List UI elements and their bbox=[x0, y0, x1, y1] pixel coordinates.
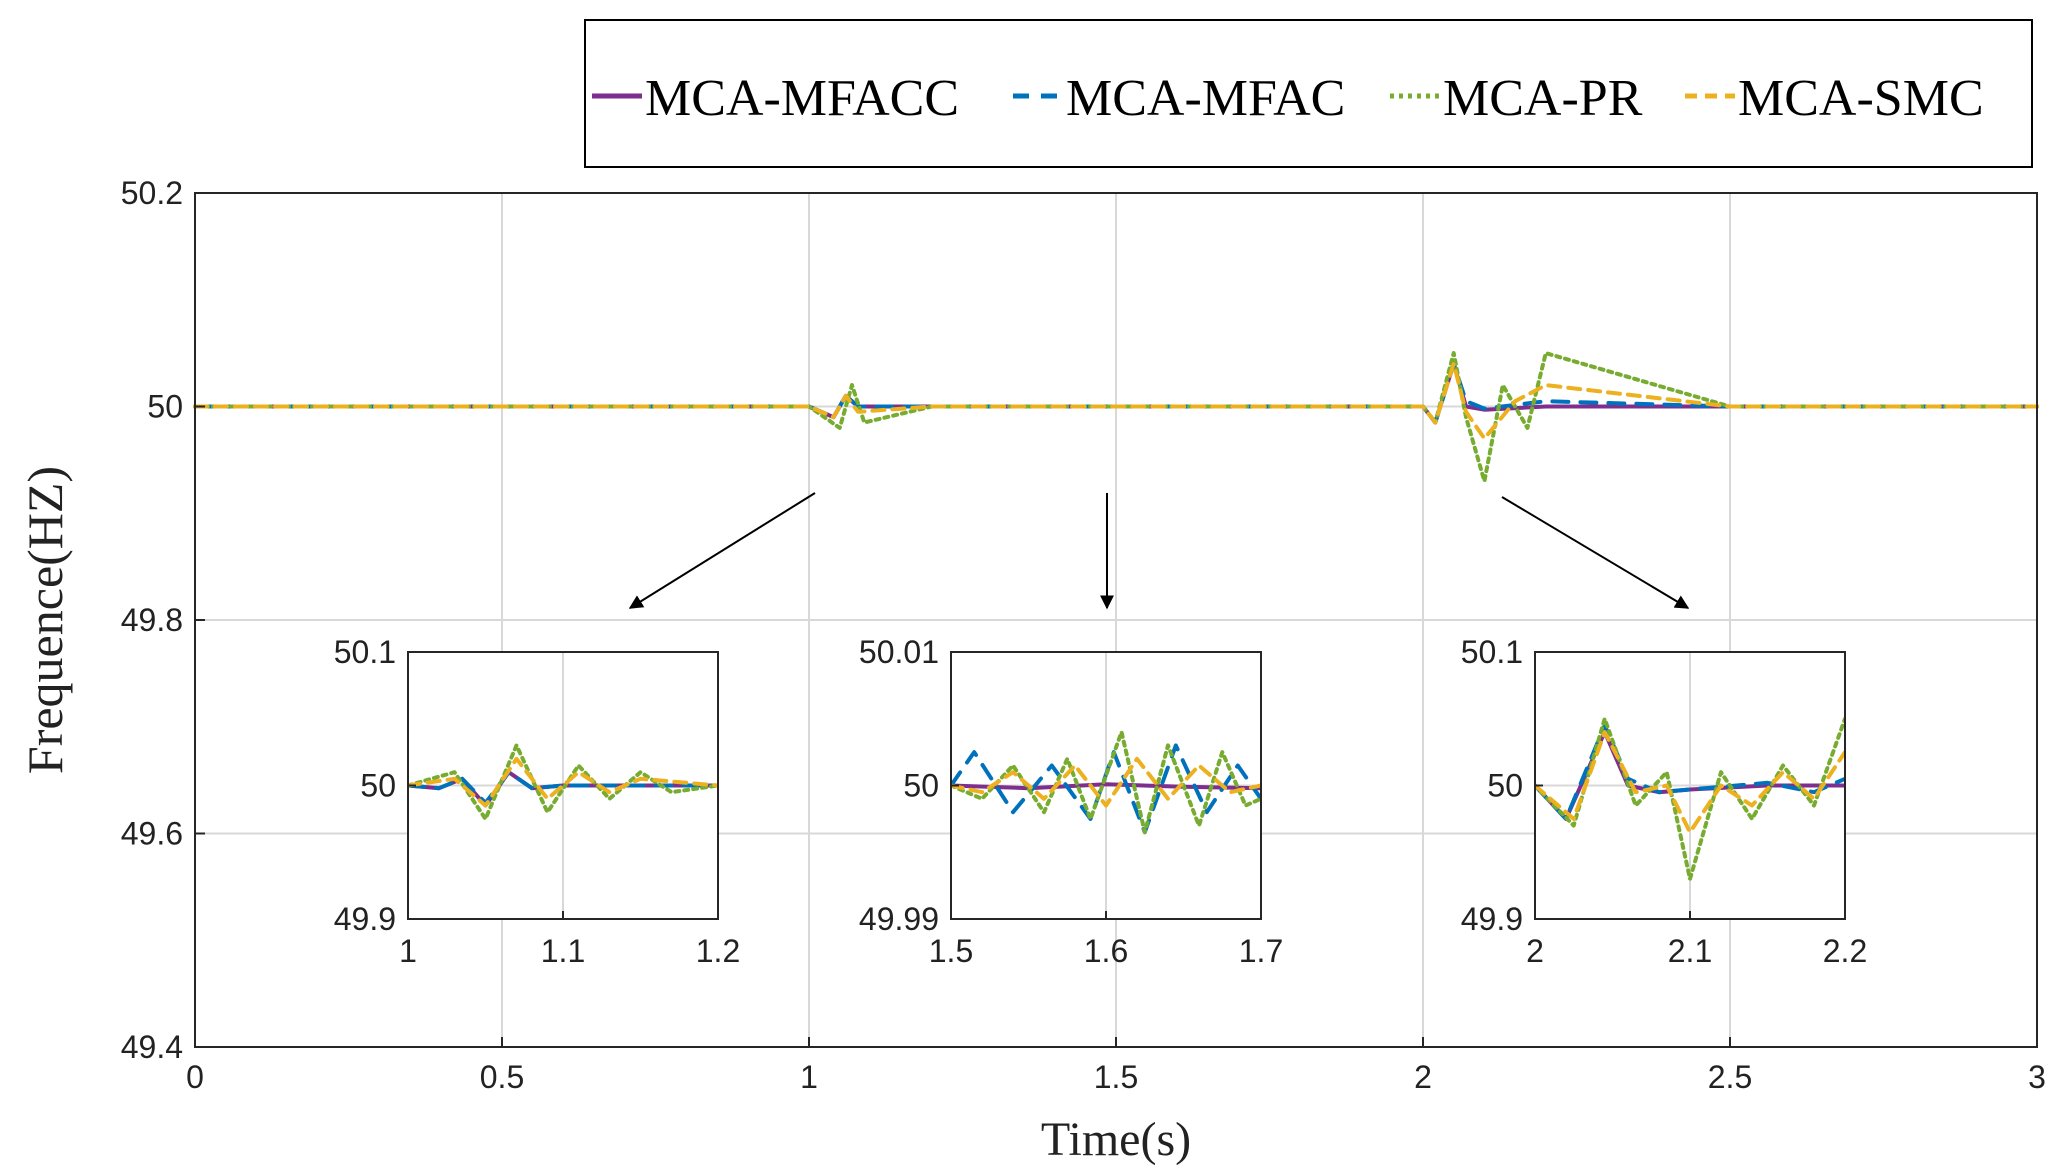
inset-left-y-tick-label: 49.9 bbox=[334, 901, 396, 937]
main-y-tick-label: 50.2 bbox=[121, 175, 183, 211]
legend: MCA-MFACC MCA-MFAC MCA-PR MCA-SMC bbox=[584, 19, 2033, 168]
inset-middle-x-tick-label: 1.7 bbox=[1239, 933, 1283, 969]
main-series-mca-smc bbox=[193, 361, 2039, 441]
main-x-tick-label: 0.5 bbox=[480, 1059, 524, 1095]
main-y-tick-label: 49.4 bbox=[121, 1029, 183, 1065]
legend-label-mca-smc: MCA-SMC bbox=[1738, 70, 1984, 127]
zoom-arrows bbox=[628, 492, 1690, 610]
main-x-tick-label: 1.5 bbox=[1094, 1059, 1138, 1095]
inset-right-y-tick-label: 50 bbox=[1487, 768, 1523, 804]
zoom-arrow-right bbox=[1501, 496, 1690, 609]
main-x-tick-label: 1 bbox=[800, 1059, 818, 1095]
main-y-tick-label: 49.8 bbox=[121, 602, 183, 638]
zoom-arrow-left bbox=[628, 492, 816, 609]
legend-label-mca-pr: MCA-PR bbox=[1443, 70, 1643, 127]
main-y-tick-label: 50 bbox=[147, 389, 183, 425]
inset-middle-y-tick-label: 49.99 bbox=[859, 901, 939, 937]
inset-middle-x-tick-label: 1.5 bbox=[929, 933, 973, 969]
main-y-ticks: 49.4 49.6 49.8 50 50.2 bbox=[121, 175, 205, 1065]
inset-right-series-mca-mfac bbox=[1535, 723, 1845, 821]
inset-middle-series-mca-pr bbox=[951, 730, 1261, 835]
inset-right-x-tick-label: 2.1 bbox=[1668, 933, 1712, 969]
main-x-tick-label: 3 bbox=[2028, 1059, 2046, 1095]
inset-right-x-tick-label: 2.2 bbox=[1823, 933, 1867, 969]
legend-box bbox=[584, 19, 2033, 168]
y-axis-title: Frequence(HZ) bbox=[17, 466, 73, 774]
main-x-tick-label: 2.5 bbox=[1708, 1059, 1752, 1095]
legend-label-mca-mfac: MCA-MFAC bbox=[1066, 70, 1345, 127]
main-x-tick-label: 2 bbox=[1414, 1059, 1432, 1095]
inset-middle-y-tick-label: 50.01 bbox=[859, 634, 939, 670]
inset-right-series-mca-smc bbox=[1535, 730, 1845, 835]
inset-right: 2 2.1 2.2 49.9 50 50.1 bbox=[1461, 634, 1868, 969]
inset-right-series bbox=[1535, 716, 1845, 881]
x-axis-title: Time(s) bbox=[1041, 1113, 1191, 1166]
main-x-ticks: 0 0.5 1 1.5 2 2.5 3 bbox=[186, 1037, 2046, 1095]
inset-right-y-tick-label: 50.1 bbox=[1461, 634, 1523, 670]
inset-left-y-tick-label: 50.1 bbox=[334, 634, 396, 670]
main-y-tick-label: 49.6 bbox=[121, 816, 183, 852]
inset-middle-x-tick-label: 1.6 bbox=[1084, 933, 1128, 969]
inset-left-y-tick-label: 50 bbox=[360, 768, 396, 804]
inset-right-y-tick-label: 49.9 bbox=[1461, 901, 1523, 937]
inset-left-series-mca-mfac bbox=[408, 770, 718, 805]
inset-left-x-tick-label: 1.2 bbox=[696, 933, 740, 969]
main-x-tick-label: 0 bbox=[186, 1059, 204, 1095]
inset-left-series-mca-smc bbox=[408, 756, 718, 808]
inset-left-x-tick-label: 1 bbox=[399, 933, 417, 969]
inset-left-series-mca-pr bbox=[408, 743, 718, 821]
inset-right-x-tick-label: 2 bbox=[1526, 933, 1544, 969]
inset-middle-y-tick-label: 50 bbox=[903, 768, 939, 804]
inset-left: 1 1.1 1.2 49.9 50 50.1 bbox=[334, 634, 741, 969]
inset-left-x-tick-label: 1.1 bbox=[541, 933, 585, 969]
main-series bbox=[193, 351, 2039, 484]
inset-middle-series bbox=[951, 730, 1261, 835]
inset-middle-series-mca-smc bbox=[951, 756, 1261, 808]
inset-left-series bbox=[408, 743, 718, 821]
inset-middle: 1.5 1.6 1.7 49.99 50 50.01 bbox=[859, 634, 1283, 969]
legend-label-mca-mfacc: MCA-MFACC bbox=[645, 70, 959, 127]
